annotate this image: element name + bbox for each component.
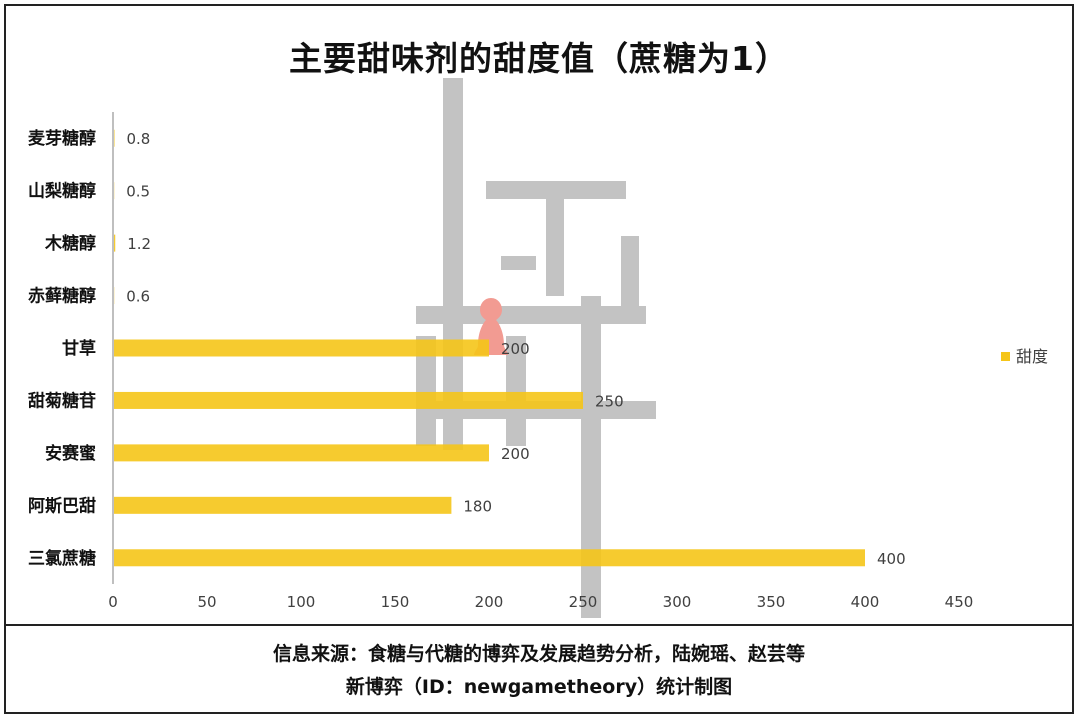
x-tick-label: 450 (945, 593, 974, 611)
watermark-stroke (581, 296, 601, 618)
source-line-2: 新博弈（ID：newgametheory）统计制图 (345, 676, 733, 698)
bar-chart: 麦芽糖醇 0.8 山梨糖醇 0.5 木糖醇 1.2 赤藓糖醇 0.6 甘草 200 甜菊糖苷 250 安… (28, 78, 1048, 618)
chart-frame: 主要甜味剂的甜度值（蔗糖为1） 麦芽糖醇 0.8 山梨糖醇 0.5 木糖醇 1.2 赤藓糖醇… (4, 4, 1074, 714)
x-tick-label: 250 (569, 593, 598, 611)
data-label: 1.2 (127, 235, 151, 253)
data-label: 400 (877, 550, 906, 568)
watermark-stroke (621, 236, 639, 316)
bar (113, 391, 583, 409)
category-label: 甘草 (62, 338, 96, 359)
category-label: 三氯蔗糖 (28, 548, 96, 569)
watermark-stroke (416, 306, 646, 324)
data-label: 0.8 (127, 130, 151, 148)
watermark-stroke (486, 181, 626, 199)
x-tick-label: 50 (197, 593, 216, 611)
data-label: 180 (463, 497, 492, 515)
data-label: 0.5 (126, 183, 150, 201)
x-tick-label: 300 (663, 593, 692, 611)
category-label: 木糖醇 (44, 233, 96, 254)
legend-swatch (1001, 352, 1010, 361)
data-label: 200 (501, 445, 530, 463)
bar (113, 339, 489, 357)
category-label: 麦芽糖醇 (28, 128, 96, 149)
source-line-1: 信息来源：食糖与代糖的博弈及发展趋势分析，陆婉瑶、赵芸等 (272, 643, 805, 665)
watermark-stroke (501, 256, 536, 270)
watermark-stroke (443, 78, 463, 450)
legend-label: 甜度 (1016, 347, 1048, 366)
bar (113, 549, 865, 567)
x-tick-label: 200 (475, 593, 504, 611)
category-label: 甜菊糖苷 (28, 390, 96, 411)
category-label: 安赛蜜 (45, 443, 96, 464)
bar (113, 234, 116, 252)
x-tick-label: 400 (851, 593, 880, 611)
data-label: 0.6 (126, 288, 150, 306)
category-label: 山梨糖醇 (28, 181, 96, 202)
bar (113, 444, 489, 462)
x-tick-label: 350 (757, 593, 786, 611)
bar (113, 496, 452, 514)
data-label: 250 (595, 392, 624, 410)
chart-title: 主要甜味剂的甜度值（蔗糖为1） (289, 39, 789, 78)
watermark-stroke (546, 196, 564, 296)
category-label: 赤藓糖醇 (28, 286, 96, 307)
chart-area: 主要甜味剂的甜度值（蔗糖为1） 麦芽糖醇 0.8 山梨糖醇 0.5 木糖醇 1.2 赤藓糖醇… (6, 6, 1072, 626)
x-tick-label: 150 (381, 593, 410, 611)
x-tick-label: 0 (108, 593, 118, 611)
data-label: 200 (501, 340, 530, 358)
category-label: 阿斯巴甜 (28, 495, 96, 516)
source-note: 信息来源：食糖与代糖的博弈及发展趋势分析，陆婉瑶、赵芸等 新博弈（ID：newg… (6, 638, 1072, 704)
x-tick-label: 100 (287, 593, 316, 611)
